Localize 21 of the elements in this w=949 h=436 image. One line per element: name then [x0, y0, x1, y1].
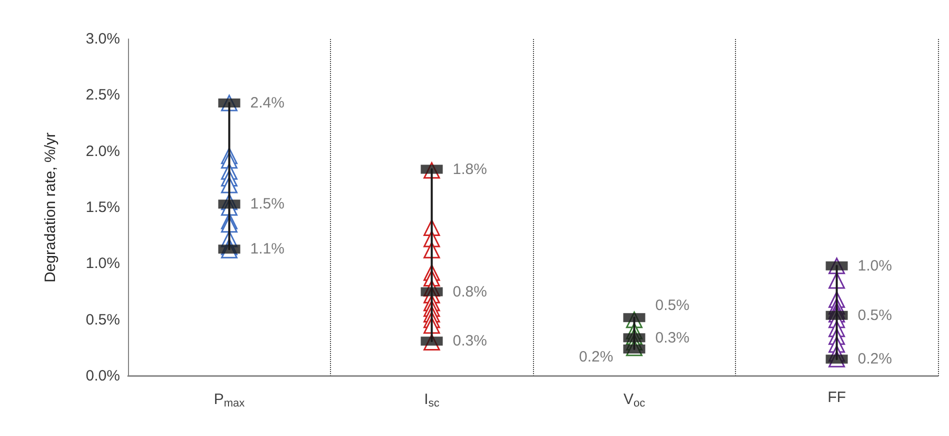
y-tick-label: 1.0% [86, 255, 120, 272]
data-label: 0.3% [452, 332, 487, 350]
x-tick-label: FF [828, 389, 846, 406]
data-label: 1.5% [250, 196, 284, 213]
data-label: 0.8% [452, 283, 487, 300]
data-label: 0.5% [858, 306, 892, 324]
data-label: 1.1% [250, 240, 284, 258]
y-axis-title: Degradation rate, %/yr [42, 132, 59, 283]
y-tick-label: 0.5% [86, 311, 120, 328]
data-label: 2.4% [250, 94, 284, 112]
y-tick-label: 0.0% [86, 368, 120, 384]
data-label: 0.5% [655, 297, 690, 314]
y-tick-label: 2.0% [86, 142, 120, 160]
data-label: 0.3% [655, 329, 690, 346]
y-tick-label: 2.5% [86, 86, 120, 104]
y-tick-label: 1.5% [86, 199, 120, 216]
data-label: 0.2% [858, 350, 892, 368]
data-label: 1.8% [452, 160, 487, 178]
y-tick-label: 3.0% [86, 30, 120, 48]
data-label: 1.0% [858, 257, 892, 274]
data-label: 0.2% [579, 348, 614, 366]
